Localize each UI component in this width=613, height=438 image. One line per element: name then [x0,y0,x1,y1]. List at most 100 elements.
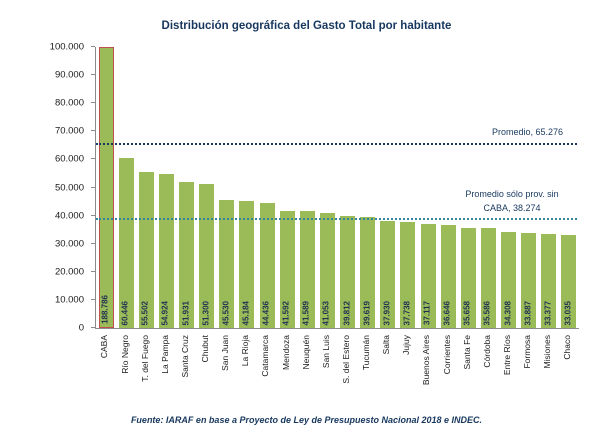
bar-value-label: 33.887 [523,300,533,325]
x-axis-label: Córdoba [481,335,492,368]
x-label-slot: Formosa [518,331,538,407]
y-axis-tick-mark [91,130,95,132]
bar-value-label: 39.812 [342,300,352,325]
x-label-slot: Catamarca [256,331,276,407]
y-axis-tick-mark [91,298,95,300]
x-axis-label: S. del Estero [340,335,351,384]
bar-value-label: 41.589 [301,300,311,325]
bar-Mendoza: 41.592 [279,211,295,328]
bar-Buenos Aires: 37.117 [420,223,436,328]
bar-Tucumán: 39.619 [360,216,376,328]
bar-value-label: 55.502 [140,300,150,325]
y-axis-tick-mark [91,102,95,104]
x-axis-label: Misiones [542,335,553,369]
y-axis-tick-label: 20.000 [54,266,84,278]
y-axis-tick-label: 90.000 [54,69,84,81]
x-label-slot: Córdoba [477,331,497,407]
x-axis-label: T. del Fuego [139,335,150,382]
y-axis-tick-label: 70.000 [54,125,84,137]
y-axis-tick-mark [91,158,95,160]
x-axis-label: Neuquén [300,335,311,370]
x-axis-label: Mendoza [280,335,291,370]
x-label-slot: Tucumán [357,331,377,407]
bar-value-label: 44.436 [261,300,271,325]
bar-Chaco: 33.035 [561,235,577,328]
bar-Chubut: 51.300 [199,183,215,328]
bar-slot: 54.924 [156,47,176,328]
bar-value-label: 51.300 [201,300,211,325]
x-label-slot: CABA [95,331,115,407]
bar-Neuquén: 41.589 [299,211,315,328]
bar-slot: 35.658 [458,47,478,328]
x-axis-label: San Luis [320,335,331,369]
x-label-slot: T. del Fuego [135,331,155,407]
bar-slot: 33.887 [519,47,539,328]
bar-slot: 45.184 [237,47,257,328]
bar-slot: 45.530 [217,47,237,328]
y-axis-tick-mark [91,270,95,272]
bar-slot: 188.786 [96,47,116,328]
y-axis-tick-mark [91,242,95,244]
y-axis-tick-mark [91,74,95,76]
x-axis-label: Santa Cruz [179,335,190,378]
bar-value-label: 35.586 [483,300,493,325]
bar-value-label: 45.184 [241,300,251,325]
y-axis-tick-label: 60.000 [54,153,84,165]
x-axis-label: CABA [99,335,110,359]
bar-Misiones: 33.377 [541,234,557,328]
bar-slot: 51.931 [177,47,197,328]
x-label-slot: Buenos Aires [417,331,437,407]
y-axis-tick-label: 40.000 [54,210,84,222]
x-label-slot: Corrientes [437,331,457,407]
bar-Formosa: 33.887 [521,232,537,328]
bar-Salta: 37.930 [380,221,396,328]
source-note: Fuente: IARAF en base a Proyecto de Ley … [130,415,483,425]
x-label-slot: La Pampa [155,331,175,407]
x-axis-label: San Juan [220,335,231,371]
x-label-slot: Salta [377,331,397,407]
bar-slot: 36.646 [438,47,458,328]
y-axis-tick-mark [91,46,95,47]
bar-slot: 41.053 [317,47,337,328]
x-label-slot: Neuquén [296,331,316,407]
x-label-slot: Misiones [538,331,558,407]
bar-slot: 39.812 [338,47,358,328]
reference-line-label-1: Promedio sólo prov. sin CABA, 38.274 [465,189,559,213]
x-axis-label: Entre Ríos [501,335,512,376]
bar-value-label: 41.053 [322,300,332,325]
plot-area: 188.786 60.446 55.502 54.924 51.931 51.300 45.… [95,47,579,329]
bar-T. del Fuego: 55.502 [138,172,154,328]
x-label-slot: Río Negro [115,331,135,407]
y-axis-tick-label: 100.000 [49,41,84,53]
x-label-slot: La Rioja [236,331,256,407]
bar-slot: 35.586 [478,47,498,328]
x-axis-label: Catamarca [260,335,271,377]
bar-San Juan: 45.530 [219,200,235,328]
bar-S. del Estero: 39.812 [340,216,355,328]
x-label-slot: Jujuy [397,331,417,407]
bar-slot: 37.117 [418,47,438,328]
y-axis-tick-label: 50.000 [54,182,84,193]
bar-La Pampa: 54.924 [158,173,174,328]
y-axis-tick-mark [91,186,95,188]
bar-value-label: 37.930 [382,300,392,325]
y-axis-tick-label: 30.000 [54,238,84,250]
x-label-slot: S. del Estero [337,331,357,407]
bar-Jujuy: 37.738 [400,221,416,328]
x-label-slot: Chubut [196,331,216,407]
bar-Santa Cruz: 51.931 [179,182,194,328]
x-label-slot: Santa Fe [457,331,477,407]
bar-slot: 37.738 [398,47,418,328]
bar-La Rioja: 45.184 [239,201,255,328]
bar-value-label: 41.592 [281,300,291,325]
x-axis-label: Buenos Aires [421,335,432,386]
bar-value-label: 34.308 [503,300,513,325]
bar-San Luis: 41.053 [319,212,335,328]
bar-Córdoba: 35.586 [480,228,496,328]
bar-value-label: 36.646 [442,300,452,325]
bar-value-label: 39.619 [362,300,372,325]
bar-value-label: 51.931 [181,300,191,325]
x-axis-label: Santa Fe [461,335,472,370]
bar-slot: 41.589 [297,47,317,328]
